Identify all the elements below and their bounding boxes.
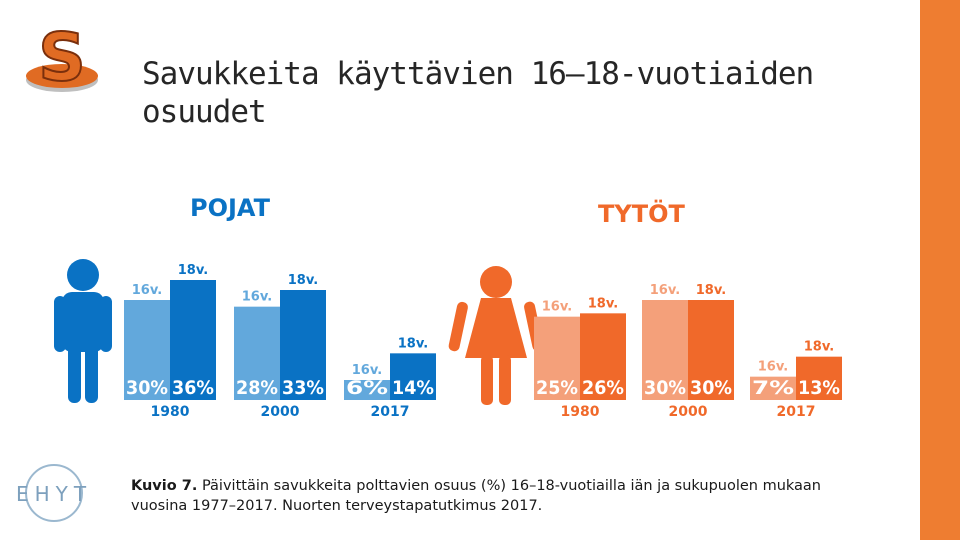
value-label: 7%	[752, 377, 794, 399]
year-label: 1980	[151, 404, 190, 420]
s-logo-icon: S	[26, 18, 98, 97]
bar-pojat-2017-16	[344, 380, 390, 400]
figure-caption: Kuvio 7. Päivittäin savukkeita polttavie…	[131, 476, 831, 516]
year-label: 2017	[777, 404, 816, 420]
series-label: 18v.	[804, 340, 834, 355]
chart-title-pojat: POJAT	[190, 194, 271, 222]
caption-label: Kuvio 7.	[131, 478, 198, 494]
series-label: 18v.	[398, 336, 428, 351]
bar-tytot-2000-18	[688, 300, 734, 400]
bar-pojat-1980-16	[124, 300, 170, 400]
value-label: 14%	[392, 377, 434, 399]
caption-text: Päivittäin savukkeita polttavien osuus (…	[131, 478, 821, 514]
logo-letter: S	[38, 19, 86, 96]
value-label: 30%	[126, 377, 168, 399]
bar-tytot-2017-18	[796, 356, 842, 400]
series-label: 16v.	[542, 300, 572, 315]
series-label: 18v.	[588, 296, 618, 311]
series-label: 16v.	[650, 283, 680, 298]
value-label: 30%	[644, 377, 686, 399]
value-label: 28%	[236, 377, 278, 399]
bar-pojat-1980-18	[170, 280, 216, 400]
page-title: Savukkeita käyttävien 16–18-vuotiaiden o…	[142, 56, 814, 130]
ehyt-logo-icon: EHYT	[16, 464, 92, 522]
year-label: 1980	[561, 404, 600, 420]
series-label: 18v.	[178, 263, 208, 278]
bar-tytot-2017-16	[750, 376, 796, 400]
series-label: 16v.	[758, 360, 788, 375]
smoking-chart: POJAT TYTÖT 30% 16v. 36% 18v. 1980 28% 16v. 33%…	[54, 194, 842, 420]
bar-tytot-1980-16	[534, 316, 580, 400]
girl-icon	[448, 266, 544, 405]
orange-side-bar	[920, 0, 960, 540]
value-label: 33%	[282, 377, 324, 399]
bar-tytot-1980-18	[580, 313, 626, 400]
value-label: 36%	[172, 377, 214, 399]
value-label: 25%	[536, 377, 578, 399]
value-label: 26%	[582, 377, 624, 399]
series-label: 16v.	[352, 363, 382, 378]
series-label: 18v.	[696, 283, 726, 298]
value-label: 30%	[690, 377, 732, 399]
bar-pojat-2017-18	[390, 353, 436, 400]
value-label: 6%	[346, 377, 388, 399]
chart-title-tytot: TYTÖT	[598, 198, 686, 228]
series-label: 18v.	[288, 273, 318, 288]
ehyt-logo-text: EHYT	[16, 482, 92, 506]
bar-pojat-2000-16	[234, 306, 280, 400]
bar-pojat-2000-18	[280, 290, 326, 400]
series-label: 16v.	[242, 290, 272, 305]
year-label: 2000	[261, 404, 300, 420]
bar-tytot-2000-16	[642, 300, 688, 400]
year-label: 2000	[669, 404, 708, 420]
boy-icon	[54, 259, 112, 403]
year-label: 2017	[371, 404, 410, 420]
series-label: 16v.	[132, 283, 162, 298]
value-label: 13%	[798, 377, 840, 399]
